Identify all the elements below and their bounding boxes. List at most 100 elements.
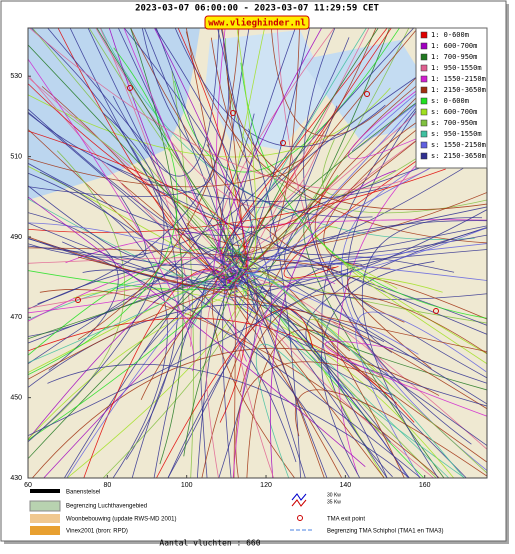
flight-track (28, 222, 419, 355)
flight-track (28, 288, 238, 380)
flight-track (100, 28, 475, 240)
flight-track (217, 28, 258, 260)
flight-track (47, 28, 391, 443)
legend-swatch (420, 64, 428, 72)
flight-track (28, 87, 391, 158)
flight-track (284, 208, 487, 300)
flight-track (229, 258, 487, 384)
flight-track (65, 219, 487, 264)
flight-track (28, 144, 216, 197)
map-legend-label: TMA exit point (327, 517, 365, 523)
flight-track (28, 112, 388, 202)
y-tick-label: 470 (10, 314, 22, 321)
flight-track (215, 28, 247, 362)
flight-track (28, 246, 228, 365)
legend-swatch (420, 86, 428, 94)
legend-swatch (420, 130, 428, 138)
flight-track (28, 257, 238, 322)
flight-track (246, 329, 351, 478)
flight-track (28, 112, 165, 443)
flight-track (236, 258, 487, 324)
legend-label: s: 700-950m (431, 119, 477, 127)
flight-track (87, 28, 235, 289)
flight-track (199, 270, 228, 478)
flight-track (321, 261, 435, 478)
flight-track (95, 28, 325, 208)
flight-track (238, 28, 367, 256)
flight-track (230, 258, 487, 326)
flight-track (305, 226, 487, 397)
y-tick-label: 490 (10, 234, 22, 241)
y-tick-label: 530 (10, 73, 22, 80)
flight-track (28, 44, 220, 253)
flight-track (28, 185, 147, 258)
flight-track (117, 28, 238, 293)
flight-track (69, 28, 243, 262)
legend-label: 1: 0-600m (431, 31, 469, 39)
tma-exit-icon (297, 515, 303, 521)
flight-track (28, 47, 178, 376)
flight-track (29, 28, 429, 191)
flight-track (140, 28, 419, 401)
x-tick-label: 120 (260, 482, 272, 489)
flight-track (234, 270, 405, 478)
flight-track (28, 111, 258, 315)
flight-track (218, 261, 258, 478)
flight-track (198, 245, 410, 478)
flight-track (227, 77, 487, 211)
flight-track (355, 311, 487, 478)
tma-exit-point (280, 140, 286, 146)
map-legend-label: Vinex2001 (bron: RPD) (66, 529, 128, 535)
flight-track (28, 250, 243, 364)
url[interactable]: www.vlieghinder.nl (208, 18, 306, 29)
tma-exit-point (364, 91, 370, 97)
flight-track (28, 245, 227, 281)
flight-track (28, 165, 326, 337)
flight-track (112, 28, 220, 177)
y-tick-label: 450 (10, 394, 22, 401)
wind-label: 35 Kw (327, 499, 341, 505)
flight-track (325, 340, 487, 417)
flight-track (230, 273, 465, 478)
flight-track (270, 170, 396, 478)
flight-track (96, 28, 244, 262)
legend-label: 1: 700-950m (431, 53, 477, 61)
x-tick-label: 80 (103, 482, 111, 489)
flight-track (32, 347, 440, 478)
legend-items: 1: 0-600m 1: 600-700m 1: 700-950m 1: 950-15… (420, 31, 486, 160)
legend-swatch (420, 119, 428, 127)
flight-track (269, 185, 487, 256)
tma-exit-point (127, 85, 133, 91)
legend-label: 1: 950-1550m (431, 64, 482, 72)
flight-track (174, 28, 386, 148)
flight-track (30, 28, 179, 460)
title: 2023-03-07 06:00:00 - 2023-03-07 11:29:5… (135, 4, 379, 14)
flight-track (347, 276, 487, 369)
flight-track (196, 280, 245, 478)
flight-track (228, 279, 385, 478)
wind-label: 30 Kw (327, 492, 341, 498)
legend-label: s: 1550-2150m (431, 141, 486, 149)
map-legend-label: Woonbebouwing (update RWS-MD 2001) (66, 517, 177, 523)
flight-track (210, 28, 377, 177)
flight-track (37, 28, 230, 305)
flight-track (28, 272, 235, 340)
flight-track (39, 289, 440, 478)
flight-track (361, 217, 483, 478)
x-tick-label: 100 (181, 482, 193, 489)
flight-track (167, 105, 338, 478)
flight-track (220, 28, 388, 254)
flight-track (240, 292, 487, 393)
flight-track (228, 28, 257, 269)
flight-track (39, 171, 168, 478)
flight-track (28, 168, 446, 233)
flight-track (154, 28, 249, 280)
housing-swatch (30, 514, 60, 523)
map-legend: Banenstelsel Begrenzing Luchthavengebied… (29, 489, 444, 535)
flight-track (41, 86, 343, 478)
flight-track (28, 222, 236, 288)
flight-track (152, 280, 388, 478)
url-badge[interactable] (204, 15, 310, 30)
flight-track (283, 111, 487, 279)
